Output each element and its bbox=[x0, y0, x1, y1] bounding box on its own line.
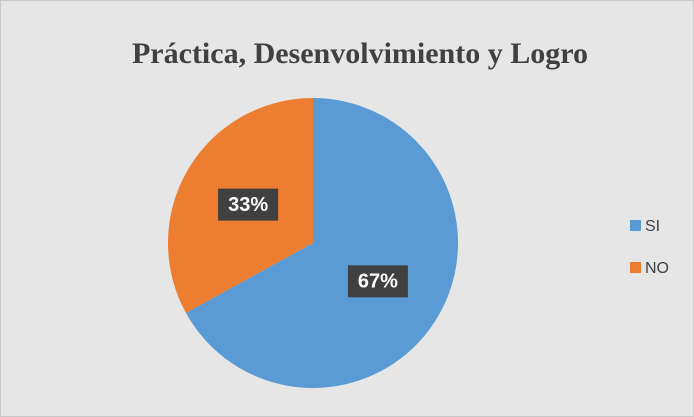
pie-slice bbox=[185, 98, 458, 389]
chart-title: Práctica, Desenvolvimiento y Logro bbox=[132, 37, 588, 70]
legend-swatch bbox=[630, 220, 641, 231]
data-label-box bbox=[218, 188, 279, 221]
data-label: 33% bbox=[228, 194, 268, 216]
legend-label: SI bbox=[645, 218, 660, 235]
data-label: 67% bbox=[358, 271, 398, 293]
data-label-box bbox=[347, 265, 408, 298]
legend-label: NO bbox=[645, 260, 669, 277]
legend-swatch bbox=[630, 262, 641, 273]
